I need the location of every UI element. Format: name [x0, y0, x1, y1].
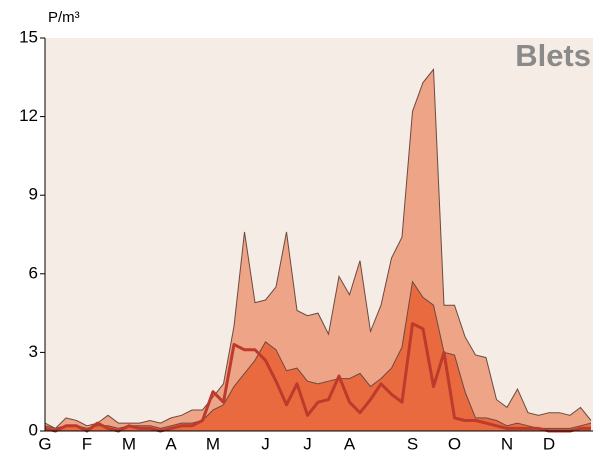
x-tick-label: D [543, 434, 555, 453]
y-tick-label: 9 [29, 185, 38, 204]
x-tick-label: N [501, 434, 513, 453]
area-fill [45, 69, 591, 432]
x-tick-label: F [82, 434, 92, 453]
y-tick-label: 15 [19, 27, 38, 46]
area-outline [44, 280, 592, 429]
x-tick-label: O [448, 434, 461, 453]
x-tick-label: M [122, 434, 136, 453]
line [44, 322, 591, 433]
y-tick-label: 3 [29, 342, 38, 361]
area-outline [44, 68, 592, 430]
y-tick-label: 0 [29, 420, 38, 439]
y-tick-label: 6 [29, 263, 38, 282]
y-axis-label: P/m³ [48, 9, 80, 26]
x-tick-label: A [344, 434, 356, 453]
x-tick-label: J [261, 434, 270, 453]
area-fill [45, 281, 591, 431]
x-tick-label: S [407, 434, 418, 453]
y-tick-label: 12 [19, 106, 38, 125]
x-tick-label: M [206, 434, 220, 453]
plot [44, 68, 592, 433]
x-tick-label: G [38, 434, 51, 453]
x-tick-label: A [165, 434, 177, 453]
chart-title: Blets [515, 38, 591, 73]
x-tick-label: J [303, 434, 312, 453]
